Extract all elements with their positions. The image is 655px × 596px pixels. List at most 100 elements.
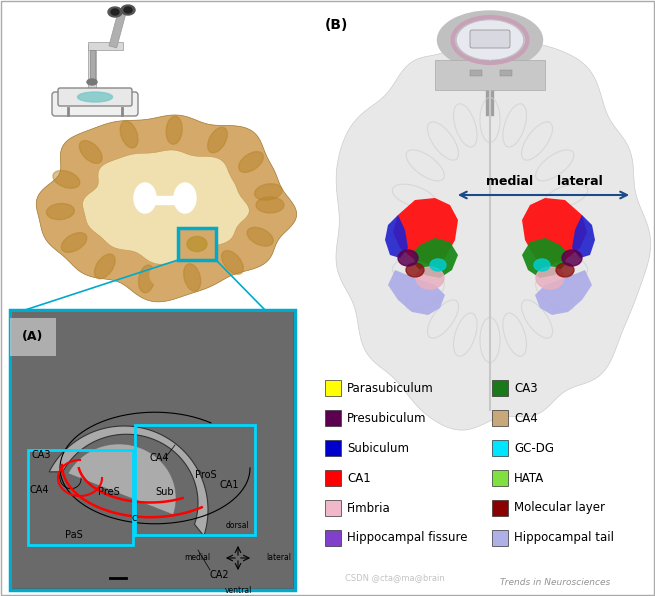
Bar [492, 500, 508, 516]
Ellipse shape [134, 183, 156, 213]
Polygon shape [388, 270, 445, 315]
Bar [109, 12, 126, 48]
Ellipse shape [556, 263, 574, 277]
Ellipse shape [53, 170, 80, 188]
Text: Subiculum: Subiculum [347, 442, 409, 455]
Text: dorsal: dorsal [226, 521, 250, 530]
Ellipse shape [183, 264, 200, 291]
Ellipse shape [457, 21, 523, 59]
Ellipse shape [416, 267, 444, 289]
Ellipse shape [562, 250, 582, 266]
Text: Parasubiculum: Parasubiculum [347, 381, 434, 395]
Ellipse shape [187, 237, 207, 252]
Ellipse shape [534, 259, 550, 271]
Bar [492, 380, 508, 396]
Ellipse shape [62, 232, 87, 252]
Polygon shape [393, 198, 458, 265]
Text: CA2: CA2 [210, 570, 230, 580]
Ellipse shape [208, 128, 227, 153]
FancyBboxPatch shape [52, 92, 138, 116]
Text: PaS: PaS [65, 530, 83, 540]
Ellipse shape [121, 5, 135, 15]
Text: Sub: Sub [155, 487, 174, 497]
Ellipse shape [398, 250, 418, 266]
Bar [500, 70, 512, 76]
Bar [10, 310, 295, 590]
Text: (B): (B) [325, 18, 348, 32]
Bar [135, 425, 255, 535]
Bar [492, 410, 508, 426]
Bar [325, 500, 341, 516]
Text: GC-DG: GC-DG [514, 442, 554, 455]
Bar [492, 440, 508, 456]
Ellipse shape [166, 116, 182, 144]
Text: lateral: lateral [557, 175, 603, 188]
Text: ventral: ventral [224, 586, 252, 595]
Bar [325, 470, 341, 486]
Ellipse shape [138, 265, 155, 293]
Text: CA4: CA4 [30, 485, 50, 495]
Ellipse shape [77, 92, 113, 102]
Text: CA4: CA4 [514, 411, 538, 424]
Ellipse shape [108, 7, 122, 17]
Ellipse shape [430, 259, 446, 271]
Polygon shape [336, 30, 650, 430]
Bar [88, 45, 96, 97]
Polygon shape [68, 444, 176, 515]
Text: CA1: CA1 [220, 480, 240, 490]
Text: Hippocampal fissure: Hippocampal fissure [347, 532, 468, 545]
Text: HATA: HATA [514, 471, 544, 485]
Bar [153, 196, 183, 204]
Ellipse shape [47, 203, 75, 219]
Bar [325, 530, 341, 546]
Polygon shape [385, 215, 408, 258]
Text: (A): (A) [22, 330, 43, 343]
Ellipse shape [174, 183, 196, 213]
Bar [492, 530, 508, 546]
Text: CSDN @cta@ma@brain: CSDN @cta@ma@brain [345, 573, 445, 582]
FancyBboxPatch shape [435, 60, 545, 90]
Ellipse shape [79, 141, 102, 163]
Ellipse shape [120, 121, 138, 148]
Polygon shape [36, 115, 297, 302]
Ellipse shape [247, 227, 273, 246]
Bar [325, 440, 341, 456]
Polygon shape [572, 215, 595, 258]
FancyBboxPatch shape [470, 30, 510, 48]
Ellipse shape [238, 151, 263, 172]
Text: lateral: lateral [266, 554, 291, 563]
Bar [88, 42, 123, 50]
Text: Presubiculum: Presubiculum [347, 411, 426, 424]
Polygon shape [49, 426, 208, 536]
Text: PreS: PreS [98, 487, 120, 497]
Bar [90, 50, 95, 80]
Bar [492, 470, 508, 486]
Text: Fimbria: Fimbria [347, 501, 391, 514]
Ellipse shape [255, 184, 282, 200]
FancyBboxPatch shape [58, 88, 132, 106]
Ellipse shape [438, 11, 542, 69]
Text: Hippocampal tail: Hippocampal tail [514, 532, 614, 545]
Ellipse shape [111, 9, 119, 15]
Polygon shape [83, 150, 250, 264]
Ellipse shape [536, 267, 564, 289]
Bar [325, 380, 341, 396]
Ellipse shape [94, 254, 115, 279]
Text: CA3: CA3 [32, 450, 52, 460]
Text: CA1: CA1 [347, 471, 371, 485]
Text: medial: medial [487, 175, 534, 188]
Polygon shape [413, 238, 458, 278]
Bar [325, 410, 341, 426]
Bar [28, 450, 133, 545]
Polygon shape [535, 270, 592, 315]
Polygon shape [522, 198, 587, 265]
Ellipse shape [87, 79, 97, 85]
Text: CA3: CA3 [514, 381, 538, 395]
Text: Molecular layer: Molecular layer [514, 501, 605, 514]
Text: ProS: ProS [195, 470, 217, 480]
Ellipse shape [150, 262, 180, 287]
Ellipse shape [124, 7, 132, 13]
Ellipse shape [221, 250, 244, 274]
Text: c: c [132, 513, 138, 523]
Polygon shape [522, 238, 567, 278]
